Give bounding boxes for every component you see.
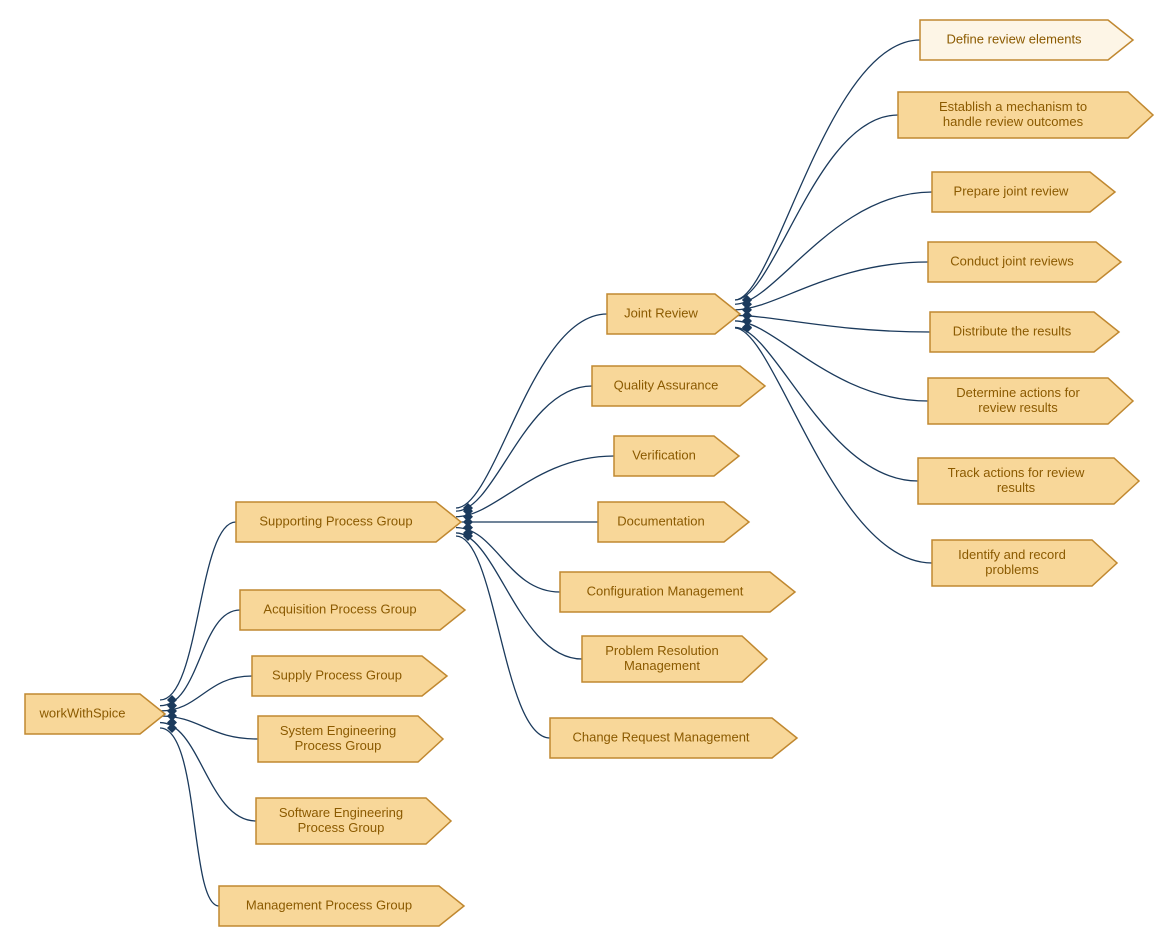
node-label-pjr: Prepare joint review (954, 183, 1069, 198)
edge (735, 315, 930, 332)
node-label-doc: Documentation (617, 513, 704, 528)
node-label-root: workWithSpice (39, 705, 126, 720)
node-label-crm: Change Request Management (572, 729, 749, 744)
node-label-seg: System Engineering (280, 723, 396, 738)
node-label-dr: Distribute the results (953, 323, 1072, 338)
edge (735, 327, 918, 481)
node-label-ver: Verification (632, 447, 696, 462)
node-label-seg: Process Group (295, 738, 382, 753)
node-label-cm: Configuration Management (587, 583, 744, 598)
node-label-emh: Establish a mechanism to (939, 99, 1087, 114)
node-label-prm: Problem Resolution (605, 643, 718, 658)
node-label-irp: Identify and record (958, 547, 1066, 562)
node-label-emh: handle review outcomes (943, 114, 1084, 129)
node-label-tar: Track actions for review (948, 465, 1085, 480)
edge (735, 40, 920, 300)
edge (456, 456, 614, 517)
edge (160, 610, 240, 706)
node-label-sweng: Software Engineering (279, 805, 403, 820)
node-label-apg: Acquisition Process Group (263, 601, 416, 616)
edge (735, 192, 932, 304)
edge (735, 321, 928, 401)
edge (735, 262, 928, 310)
node-label-mpg: Management Process Group (246, 897, 412, 912)
node-label-tar: results (997, 480, 1036, 495)
node-label-jr: Joint Review (624, 305, 698, 320)
edge (160, 728, 219, 906)
edge (456, 314, 607, 508)
node-label-cjr: Conduct joint reviews (950, 253, 1074, 268)
node-label-qa: Quality Assurance (614, 377, 719, 392)
node-label-dre: Define review elements (946, 31, 1082, 46)
edge (160, 522, 236, 700)
node-label-sweng: Process Group (298, 820, 385, 835)
node-label-spg: Supporting Process Group (259, 513, 412, 528)
node-label-sup: Supply Process Group (272, 667, 402, 682)
edge (735, 115, 898, 300)
node-label-irp: problems (985, 562, 1039, 577)
diagram-canvas: workWithSpice Supporting Process Group Acq… (0, 0, 1170, 936)
edge (735, 328, 932, 563)
node-label-dar: Determine actions for (956, 385, 1080, 400)
node-label-dar: review results (978, 400, 1058, 415)
edge (456, 536, 550, 738)
node-label-prm: Management (624, 658, 700, 673)
